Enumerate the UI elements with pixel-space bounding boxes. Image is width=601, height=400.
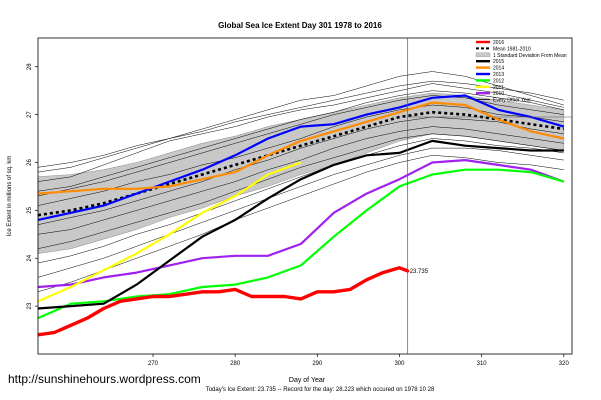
x-tick-label-270: 270	[148, 361, 159, 367]
series-line-2014	[37, 101, 565, 195]
footer-note: Today's Ice Extent: 23.735 -- Record for…	[206, 387, 435, 393]
legend-label-7: 2011	[493, 85, 504, 91]
other-year-line-5	[37, 126, 564, 235]
watermark-url: http://sunshinehours.wordpress.com	[8, 372, 201, 386]
series-line-2013	[37, 94, 565, 221]
legend-label-9: Every Other Year	[493, 98, 531, 104]
legend-label-4: 2014	[493, 66, 504, 72]
mean-line	[37, 110, 564, 217]
legend-label-5: 2013	[493, 72, 504, 78]
legend-label-0: 2016	[493, 40, 504, 46]
current-value-label: 23.735	[410, 269, 429, 275]
other-year-line-11	[37, 90, 564, 192]
plot-frame	[37, 37, 573, 355]
axes-layer: 270 280 290 300 310 320 23 24 25 26 27 28	[27, 37, 573, 367]
series-layer: 23.735	[37, 94, 565, 337]
legend-swatch-2	[475, 52, 491, 57]
x-tick-label-300: 300	[394, 361, 405, 367]
x-tick-label-320: 320	[559, 361, 570, 367]
other-year-line-8	[37, 147, 564, 278]
y-tick-label-24: 24	[27, 254, 33, 261]
legend-label-1: Mean 1981-2010	[493, 46, 531, 52]
other-year-line-6	[37, 133, 564, 249]
x-tick-label-310: 310	[477, 361, 488, 367]
y-axis-label: Ice Extent in millions of sq. km	[7, 156, 13, 237]
y-tick-label-26: 26	[27, 158, 33, 165]
series-line-2015	[37, 139, 564, 310]
legend-label-6: 2012	[493, 78, 504, 84]
x-axis-label: Day of Year	[289, 377, 326, 384]
series-line-2010	[37, 159, 565, 289]
y-tick-label-27: 27	[27, 111, 33, 118]
chart-title: Global Sea Ice Extent Day 301 1978 to 20…	[218, 21, 382, 30]
series-line-2012	[37, 168, 565, 320]
y-tick-label-25: 25	[27, 206, 33, 213]
other-years-layer	[37, 71, 564, 293]
other-year-line-10	[37, 80, 564, 168]
series-line-2016	[37, 266, 409, 337]
legend-label-8: 2010	[493, 91, 504, 97]
legend-label-3: 2015	[493, 59, 504, 65]
other-year-line-9	[37, 155, 564, 293]
y-tick-label-23: 23	[27, 302, 33, 309]
y-tick-label-28: 28	[27, 63, 33, 70]
legend-label-2: 1 Standard Deviation From Mean	[493, 53, 567, 59]
other-year-line-7	[37, 138, 564, 264]
other-year-line-1	[37, 83, 564, 182]
series-line-2011	[37, 161, 302, 303]
x-tick-label-280: 280	[230, 361, 241, 367]
x-tick-label-290: 290	[312, 361, 323, 367]
other-year-line-4	[37, 116, 564, 225]
